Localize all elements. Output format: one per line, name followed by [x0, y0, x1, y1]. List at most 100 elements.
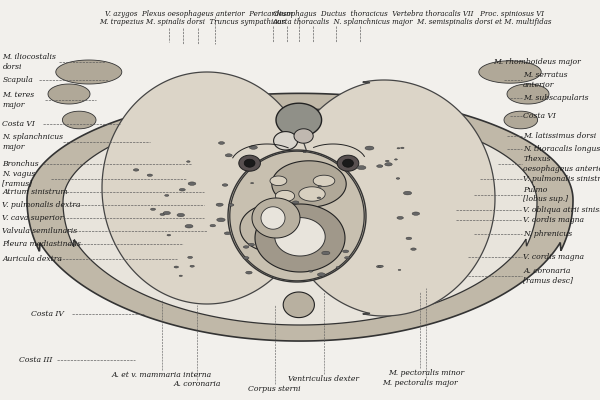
Text: M. teres
major: M. teres major: [2, 91, 35, 109]
Text: V. cordis magna: V. cordis magna: [523, 253, 584, 261]
Text: M. trapezius M. spinalis dorsi  Truncus sympathicus: M. trapezius M. spinalis dorsi Truncus s…: [99, 18, 285, 26]
Text: Valvula semilunaris: Valvula semilunaris: [2, 227, 77, 235]
Ellipse shape: [151, 208, 155, 210]
Polygon shape: [252, 198, 300, 238]
Ellipse shape: [133, 169, 139, 171]
Text: N. phrenicus: N. phrenicus: [523, 230, 572, 238]
Polygon shape: [275, 218, 325, 256]
Text: A. et v. mammaria interna: A. et v. mammaria interna: [112, 371, 212, 379]
Ellipse shape: [289, 238, 293, 240]
Text: V. pulmonalis dextra: V. pulmonalis dextra: [2, 201, 81, 209]
Ellipse shape: [401, 147, 404, 149]
Polygon shape: [270, 176, 287, 186]
Ellipse shape: [397, 148, 400, 149]
Polygon shape: [504, 111, 538, 129]
Ellipse shape: [411, 248, 416, 250]
Text: A. coronaria
[ramus desc]: A. coronaria [ramus desc]: [523, 267, 573, 285]
Text: Thexus
oesophageus anterior: Thexus oesophageus anterior: [523, 155, 600, 173]
Ellipse shape: [396, 178, 400, 179]
Text: Aorta thoracalis  N. splanchnicus major  M. semispinalis dorsi et M. multifidas: Aorta thoracalis N. splanchnicus major M…: [273, 18, 553, 26]
Polygon shape: [228, 150, 366, 282]
Ellipse shape: [185, 224, 193, 228]
Polygon shape: [299, 187, 325, 201]
Text: Scapula: Scapula: [2, 76, 33, 84]
Ellipse shape: [174, 266, 179, 268]
Text: V. obliqua atrii sinistri: V. obliqua atrii sinistri: [523, 206, 600, 214]
Ellipse shape: [251, 182, 254, 184]
Ellipse shape: [308, 270, 313, 272]
Ellipse shape: [292, 201, 299, 204]
Ellipse shape: [210, 224, 215, 227]
Ellipse shape: [188, 256, 193, 258]
Text: Bronchus: Bronchus: [2, 160, 39, 168]
Text: Auricula dextra: Auricula dextra: [2, 255, 62, 263]
Text: M. serratus
anterior: M. serratus anterior: [523, 71, 568, 89]
Ellipse shape: [365, 146, 374, 150]
Polygon shape: [56, 60, 122, 84]
Ellipse shape: [412, 212, 419, 215]
Polygon shape: [27, 93, 573, 341]
Ellipse shape: [303, 152, 306, 153]
Ellipse shape: [317, 197, 321, 199]
Ellipse shape: [179, 188, 185, 191]
Text: V. azygos  Plexus oesophageus anterior  Pericardium: V. azygos Plexus oesophageus anterior Pe…: [105, 10, 293, 18]
Ellipse shape: [397, 216, 403, 219]
Text: Oesophagus  Ductus  thoracicus  Vertebra thoracalis VII   Proc. spiniosus VI: Oesophagus Ductus thoracicus Vertebra th…: [273, 10, 544, 18]
Text: Costa III: Costa III: [19, 356, 53, 364]
Polygon shape: [507, 84, 549, 104]
Text: Costa IV: Costa IV: [31, 310, 64, 318]
Polygon shape: [283, 292, 314, 318]
Ellipse shape: [243, 246, 249, 248]
Ellipse shape: [403, 191, 412, 195]
Ellipse shape: [406, 237, 412, 240]
Ellipse shape: [343, 250, 349, 253]
Ellipse shape: [147, 174, 152, 176]
Ellipse shape: [250, 146, 257, 149]
Ellipse shape: [167, 234, 170, 236]
Ellipse shape: [177, 213, 185, 217]
Text: V. pulmonalis sinistra: V. pulmonalis sinistra: [523, 175, 600, 183]
Text: V. cava superior: V. cava superior: [2, 214, 64, 222]
Ellipse shape: [224, 232, 230, 235]
Polygon shape: [240, 204, 306, 252]
Polygon shape: [261, 207, 285, 229]
Text: Corpus sterni: Corpus sterni: [248, 385, 301, 393]
Ellipse shape: [344, 257, 349, 259]
Polygon shape: [282, 80, 495, 316]
Ellipse shape: [229, 204, 234, 206]
Ellipse shape: [160, 213, 165, 216]
Polygon shape: [313, 175, 335, 186]
Text: N. thoracalis longus: N. thoracalis longus: [523, 145, 600, 153]
Ellipse shape: [179, 275, 182, 276]
Ellipse shape: [216, 203, 223, 206]
Ellipse shape: [248, 243, 254, 246]
Ellipse shape: [376, 266, 382, 268]
Ellipse shape: [322, 251, 330, 255]
Ellipse shape: [243, 256, 249, 259]
Text: Costa VI: Costa VI: [523, 112, 556, 120]
Ellipse shape: [217, 218, 225, 222]
Ellipse shape: [164, 194, 169, 196]
Ellipse shape: [225, 154, 232, 157]
Ellipse shape: [385, 163, 392, 166]
Text: A. coronaria: A. coronaria: [173, 380, 220, 388]
Ellipse shape: [398, 269, 401, 270]
Text: V. cordis magna: V. cordis magna: [523, 216, 584, 224]
Polygon shape: [274, 132, 298, 150]
Ellipse shape: [287, 203, 295, 206]
Text: M. rhomboideus major: M. rhomboideus major: [493, 58, 581, 66]
Ellipse shape: [245, 271, 252, 274]
Text: N. splanchnicus
major: N. splanchnicus major: [2, 133, 64, 150]
Polygon shape: [343, 159, 353, 167]
Polygon shape: [255, 204, 345, 272]
Ellipse shape: [163, 211, 170, 215]
Text: Pleura mediastinalis: Pleura mediastinalis: [2, 240, 81, 248]
Text: Pulmo
[lobus sup.]: Pulmo [lobus sup.]: [523, 186, 568, 203]
Text: M. pectoralis major: M. pectoralis major: [382, 379, 458, 387]
Ellipse shape: [286, 218, 292, 220]
Ellipse shape: [222, 184, 228, 186]
Polygon shape: [275, 190, 295, 202]
Text: M. subscapularis: M. subscapularis: [523, 94, 589, 102]
Ellipse shape: [379, 265, 383, 268]
Ellipse shape: [336, 266, 340, 268]
